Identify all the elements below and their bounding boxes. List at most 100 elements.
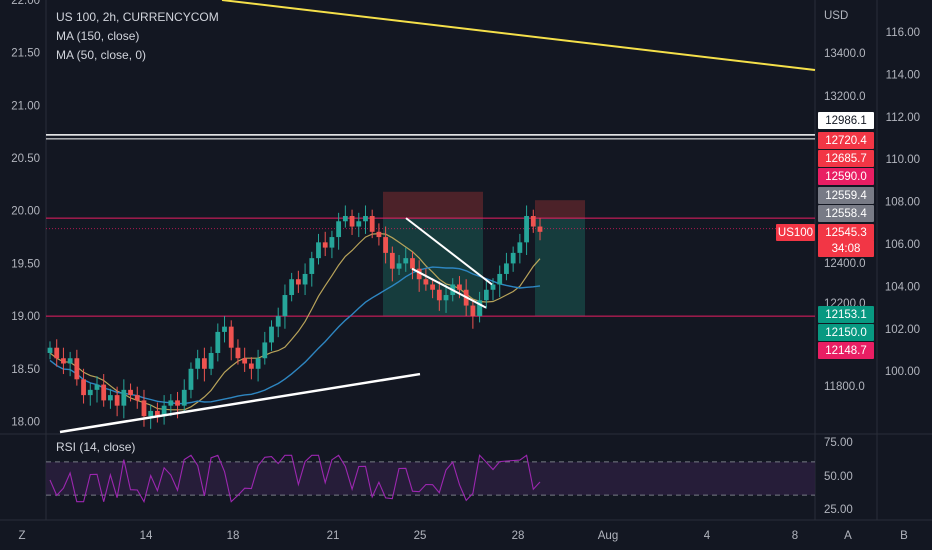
left-tick-label: 18.50 — [11, 364, 40, 376]
price-tag: 12590.0 — [818, 168, 874, 185]
price-tag-bg — [818, 132, 874, 149]
candle-body — [47, 347, 53, 353]
price-tag-bg — [818, 168, 874, 185]
price-tag-label: 12153.1 — [825, 309, 867, 321]
price-tag-bg — [818, 224, 874, 241]
rsi-legend[interactable]: RSI (14, close) — [56, 440, 136, 454]
price-tag: 12685.7 — [818, 150, 874, 167]
candle-body — [289, 279, 295, 296]
stop-zone — [383, 191, 483, 219]
x-tick-label: 8 — [792, 530, 798, 542]
candle-body — [175, 400, 180, 406]
legend-ma50[interactable]: MA (50, close, 0) — [56, 48, 147, 62]
price-tag-bg — [818, 240, 874, 257]
right-tick-label: 108.00 — [885, 197, 920, 209]
candle-body — [128, 389, 133, 396]
right-tick-label: 102.00 — [885, 324, 920, 336]
flag-upper-line — [405, 217, 493, 286]
candle-body — [54, 347, 60, 359]
candle-body — [316, 242, 321, 259]
left-tick-label: 21.50 — [11, 48, 40, 60]
corner-button[interactable]: B — [900, 530, 908, 542]
corner-button[interactable]: Z — [18, 530, 25, 542]
candle-body — [423, 279, 429, 285]
usd-tick-label: 13200.0 — [824, 91, 866, 103]
x-tick-label: 25 — [414, 530, 427, 542]
candle-body — [389, 252, 395, 269]
candle-body — [490, 284, 496, 290]
price-tag: 34:08 — [818, 240, 874, 257]
candle-body — [148, 410, 154, 417]
right-tick-label: 106.00 — [885, 239, 920, 251]
rsi-band — [46, 461, 815, 496]
right-tick-label: 116.00 — [886, 27, 920, 39]
right-tick-label: 104.00 — [885, 281, 920, 293]
candle-body — [457, 284, 462, 290]
legend-symbol[interactable]: US 100, 2h, CURRENCYCOM — [56, 10, 219, 24]
candle-body — [356, 221, 362, 227]
candle-body — [188, 368, 194, 390]
price-tag: 12148.7 — [818, 342, 874, 359]
price-tags: 12986.1 12720.4 12685.7 12590.0 12559.4 12558… — [776, 112, 874, 359]
candle-body — [383, 237, 389, 253]
stop-zone-2 — [535, 200, 585, 219]
candle-body — [470, 305, 476, 317]
axes: 22.00 21.50 21.00 20.50 20.00 19.50 19.00 18.50… — [11, 0, 920, 542]
legend: US 100, 2h, CURRENCYCOM MA (150, close) … — [56, 8, 219, 65]
price-tag-bg — [818, 112, 874, 129]
symbol-tag-label: US100 — [778, 227, 813, 239]
left-tick-label: 20.50 — [11, 153, 40, 165]
candle-body — [154, 410, 160, 417]
candle-body — [510, 252, 516, 264]
rsi-line — [49, 454, 541, 504]
candle-body — [430, 284, 436, 290]
usd-tick-label: 12400.0 — [824, 258, 866, 270]
candle-body — [74, 358, 80, 380]
candle-body — [235, 347, 241, 359]
flag-lower-line — [411, 267, 487, 309]
candle-body — [269, 326, 274, 343]
left-tick-label: 19.50 — [11, 258, 40, 270]
candle-body — [201, 358, 207, 369]
candle-body — [537, 226, 543, 232]
candle-body — [114, 395, 120, 406]
candle-body — [483, 289, 489, 301]
candle-body — [436, 289, 442, 301]
support-trendline — [59, 372, 421, 434]
right-tick-label: 112.00 — [886, 112, 920, 124]
candle-body — [141, 400, 147, 417]
price-tag-label: 12150.0 — [825, 327, 867, 339]
candle-body — [248, 363, 254, 369]
candles — [47, 205, 543, 429]
candle-body — [134, 395, 140, 401]
usd-tick-label: USD — [824, 10, 848, 22]
candle-body — [295, 279, 301, 285]
target-zone-2 — [535, 218, 585, 317]
rsi-tick-label: 25.00 — [824, 504, 853, 516]
candle-body — [363, 216, 368, 222]
price-tag-label: 34:08 — [832, 243, 861, 255]
candle-body — [195, 358, 201, 369]
horizontal-levels — [46, 134, 815, 317]
candle-body — [282, 295, 288, 317]
candle-body — [403, 258, 409, 264]
left-tick-label: 20.00 — [11, 206, 40, 218]
candle-body — [524, 216, 529, 243]
x-tick-label: 21 — [327, 530, 340, 542]
price-tag: 12558.4 — [818, 205, 874, 222]
right-tick-label: 110.00 — [886, 154, 920, 166]
candle-body — [87, 389, 93, 396]
candle-body — [477, 300, 482, 317]
candle-body — [443, 295, 449, 301]
grid-lines — [0, 0, 932, 521]
corner-button[interactable]: A — [844, 530, 852, 542]
candle-body — [396, 263, 402, 269]
trend-drawings — [59, 0, 816, 434]
candle-body — [168, 400, 174, 406]
legend-ma150[interactable]: MA (150, close) — [56, 29, 140, 43]
price-tag-bg — [818, 205, 874, 222]
symbol-tag-bg — [776, 224, 815, 241]
price-tag-bg — [818, 342, 874, 359]
